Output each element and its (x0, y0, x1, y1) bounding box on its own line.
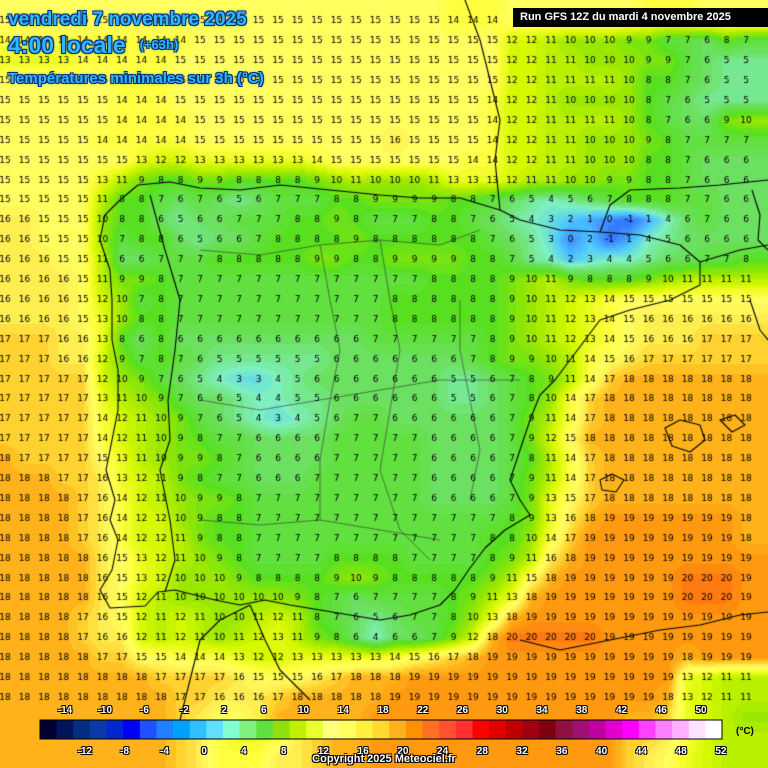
legend-swatch (222, 720, 241, 739)
legend-label-lower: 0 (201, 746, 207, 757)
legend-swatch (189, 720, 207, 739)
legend-swatch (123, 720, 141, 739)
legend-label-upper: 38 (576, 705, 588, 716)
forecast-lead-time: (+63h) (139, 37, 179, 52)
legend-swatch (356, 720, 374, 739)
legend-label-lower: 48 (675, 746, 687, 757)
legend-swatch (605, 720, 623, 739)
forecast-time: 4:00 locale (+63h) (8, 32, 178, 59)
legend-swatch (505, 720, 523, 739)
legend-label-lower: 4 (241, 746, 247, 757)
legend-label-lower: -12 (77, 746, 93, 757)
copyright-notice: Copyright 2025 Meteociel.fr (312, 753, 456, 765)
legend-label-upper: 42 (615, 705, 628, 716)
legend-swatch (339, 720, 357, 739)
legend-label-lower: 24 (437, 746, 449, 757)
legend-label-upper: 14 (337, 705, 349, 716)
legend-swatch (256, 720, 274, 739)
color-legend: -14 -10 -6 -2 2 6 10 14 18 22 26 30 34 38 42 46 50 -12 -8… (0, 700, 768, 768)
legend-label-lower: 44 (635, 746, 647, 757)
legend-swatch (455, 720, 473, 739)
legend-swatch (389, 720, 407, 739)
legend-swatch (89, 720, 108, 739)
legend-label-upper: 6 (261, 705, 267, 716)
legend-swatch (73, 720, 91, 739)
legend-label-lower: 36 (556, 746, 568, 757)
legend-swatches (39, 719, 723, 740)
legend-label-upper: -2 (179, 705, 189, 716)
legend-label-upper: -10 (97, 705, 113, 716)
legend-label-upper: 34 (536, 705, 548, 716)
legend-swatch (405, 720, 424, 739)
legend-swatch (539, 720, 557, 739)
legend-label-upper: 50 (695, 705, 707, 716)
legend-swatch (672, 720, 690, 739)
legend-label-lower: 20 (397, 746, 409, 757)
legend-label-lower: 16 (357, 746, 369, 757)
forecast-variable: Températures minimales sur 3h (°C) (8, 70, 264, 87)
legend-label-lower: 28 (476, 746, 488, 757)
run-info-badge: Run GFS 12Z du mardi 4 novembre 2025 (513, 8, 768, 27)
legend-swatch (655, 720, 673, 739)
legend-swatch (705, 720, 723, 739)
legend-label-lower: 12 (317, 746, 329, 757)
legend-swatch (522, 720, 540, 739)
legend-swatch (572, 720, 590, 739)
legend-label-upper: 46 (655, 705, 667, 716)
legend-swatch (472, 720, 490, 739)
legend-swatch (206, 720, 224, 739)
legend-swatch (638, 720, 656, 739)
legend-swatch (439, 720, 457, 739)
legend-swatch (106, 720, 124, 739)
legend-label-lower: 52 (715, 746, 727, 757)
legend-swatch (239, 720, 257, 739)
forecast-date: vendredi 7 novembre 2025 (8, 9, 247, 30)
forecast-local-time: 4:00 locale (8, 32, 126, 58)
legend-swatch (588, 720, 607, 739)
legend-frame (39, 719, 723, 740)
legend-swatch (56, 720, 74, 739)
legend-swatch (40, 720, 58, 739)
legend-swatch (489, 720, 507, 739)
legend-label-lower: 8 (280, 746, 287, 757)
legend-label-upper: 10 (297, 705, 310, 716)
legend-label-upper: 26 (456, 705, 469, 716)
legend-swatch (422, 720, 440, 739)
legend-label-upper: 2 (221, 705, 227, 716)
legend-swatch (322, 720, 340, 739)
legend-swatch (306, 720, 324, 739)
legend-label-upper: 18 (377, 705, 389, 716)
legend-swatch (173, 720, 191, 739)
legend-label-upper: 22 (417, 705, 429, 716)
legend-label-lower: -4 (159, 746, 169, 757)
legend-label-lower: 40 (596, 746, 608, 757)
legend-swatch (622, 720, 640, 739)
legend-swatch (688, 720, 706, 739)
legend-swatch (555, 720, 573, 739)
legend-swatch (139, 720, 157, 739)
legend-swatch (156, 720, 174, 739)
legend-swatch (372, 720, 390, 739)
legend-label-upper: 30 (496, 705, 508, 716)
legend-swatch (289, 720, 307, 739)
legend-label-upper: -14 (57, 705, 73, 716)
legend-unit: (°C) (736, 726, 754, 737)
legend-label-upper: -6 (140, 705, 149, 716)
legend-label-lower: -8 (120, 746, 130, 757)
legend-swatch (272, 720, 291, 739)
legend-label-lower: 32 (516, 746, 528, 757)
